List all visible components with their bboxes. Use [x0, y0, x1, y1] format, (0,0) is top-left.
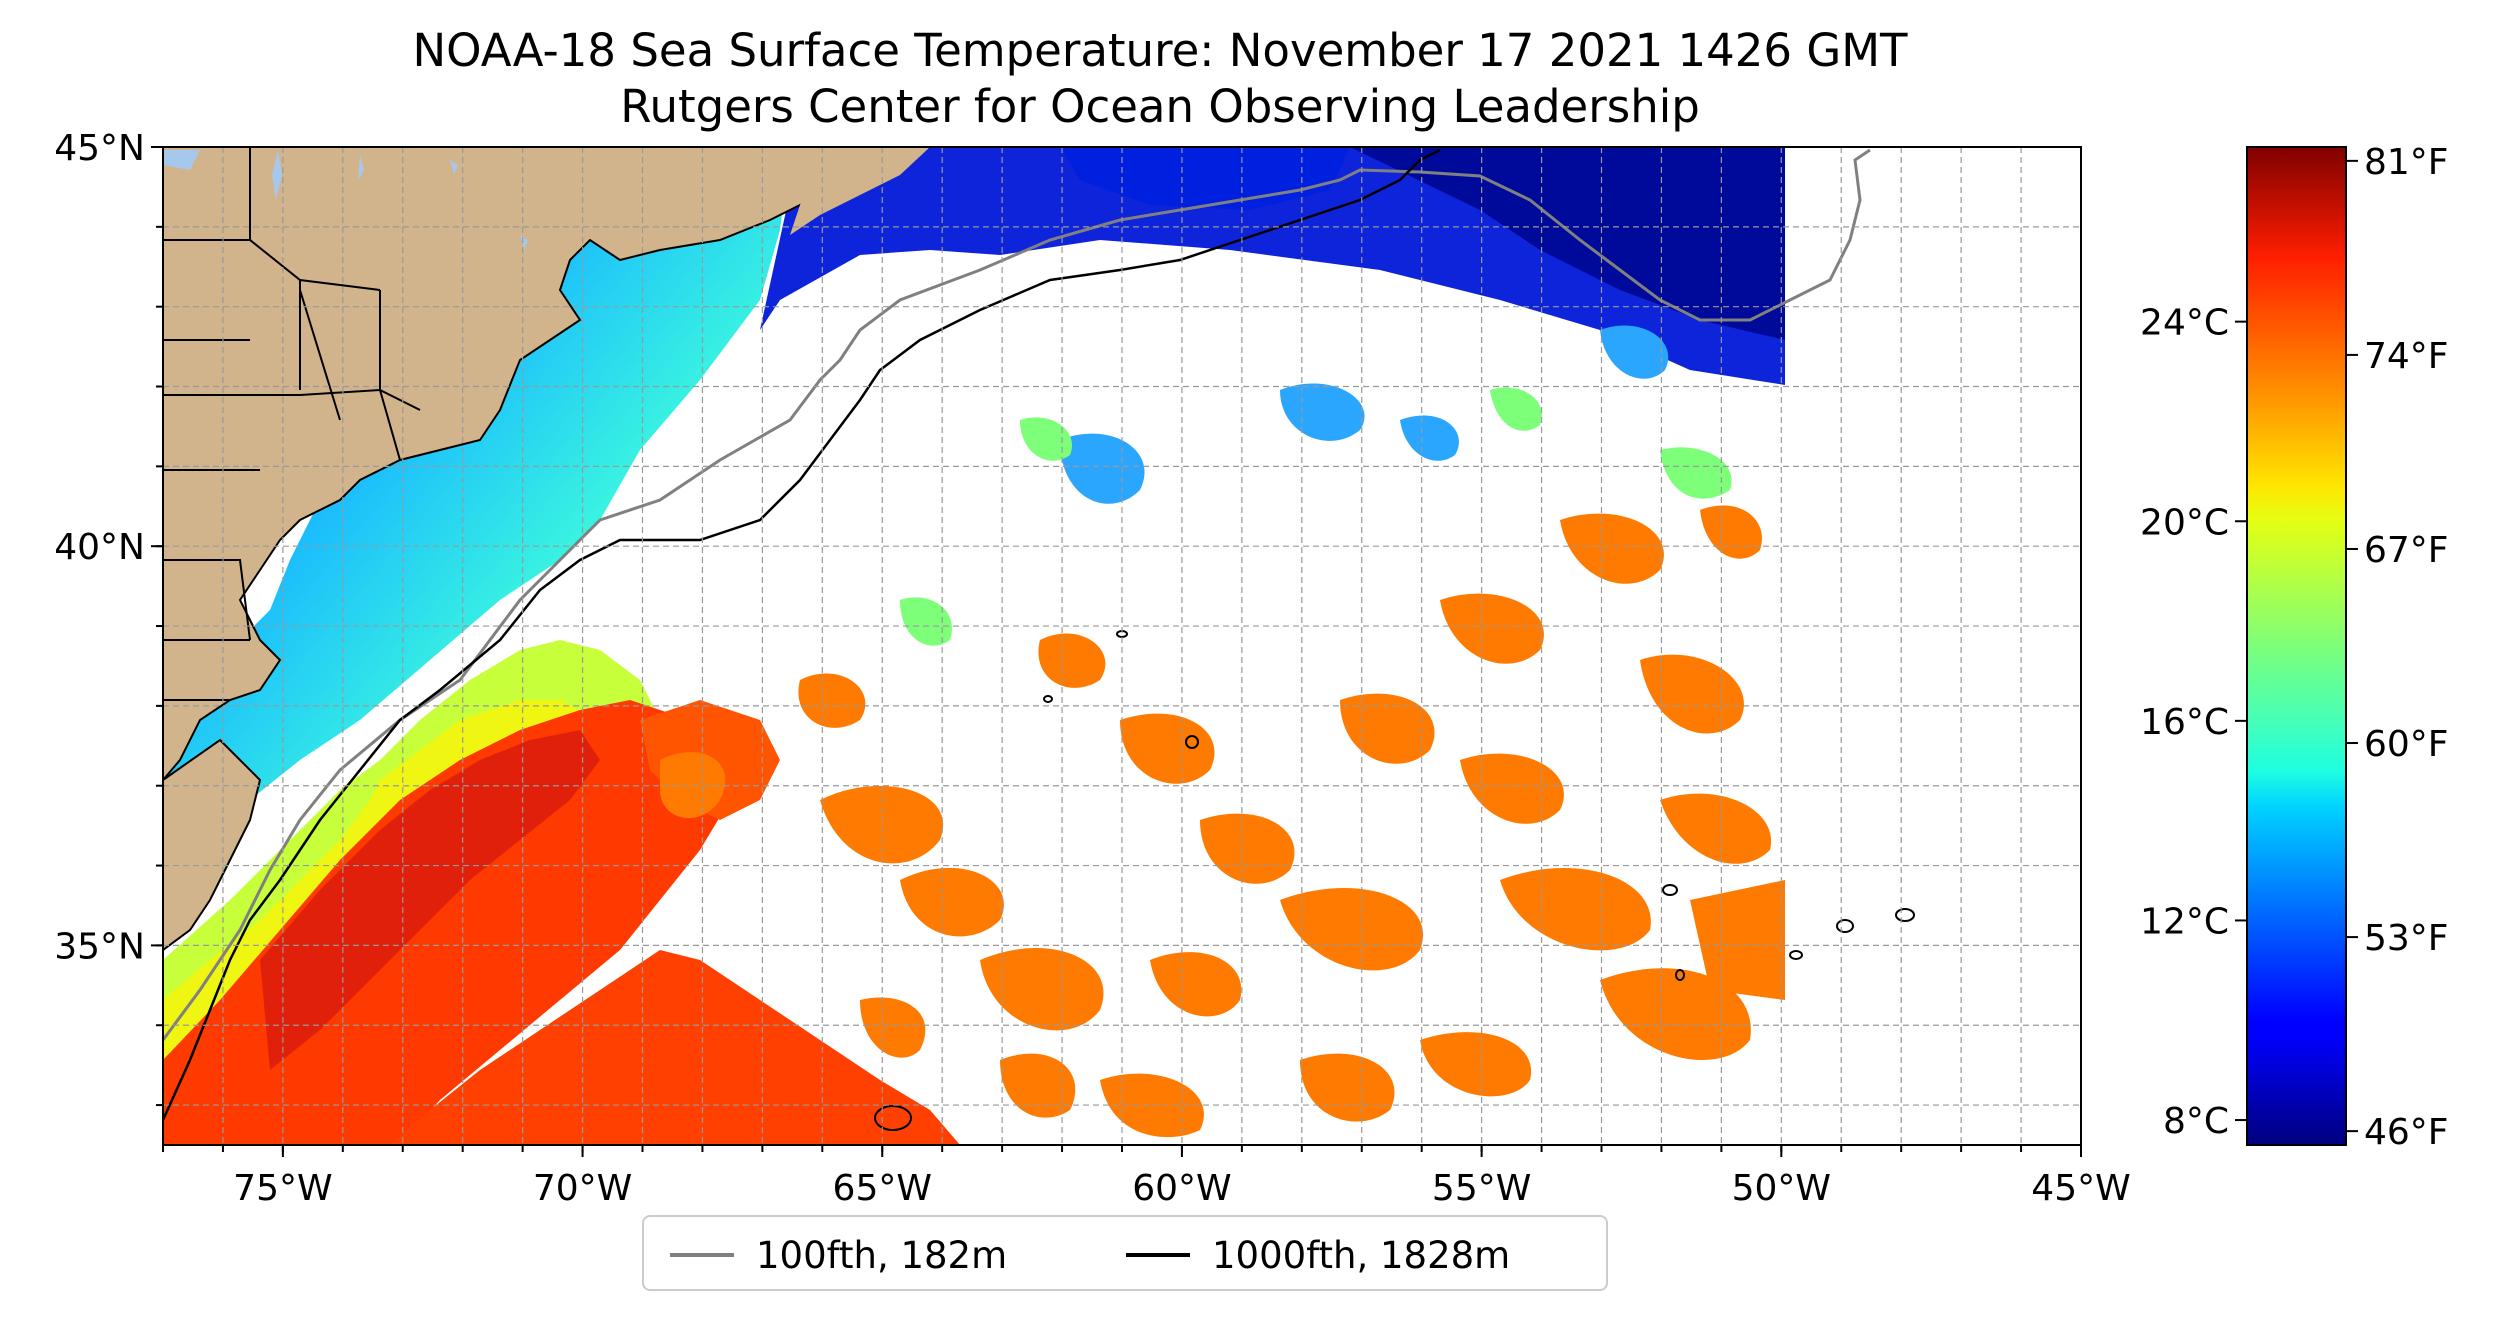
- lon-tick-label: 65°W: [833, 1168, 932, 1209]
- lat-tick-label: 45°N: [54, 128, 145, 169]
- gulf-stream-region: [163, 700, 960, 1145]
- isobath-1000fth: [163, 148, 1441, 1121]
- legend-swatch-1000fth: [1126, 1253, 1190, 1257]
- colorbar-celsius-label: 20°C: [2140, 502, 2229, 543]
- colorbar-fahrenheit-label: 81°F: [2364, 142, 2449, 183]
- lon-tick-label: 55°W: [1432, 1168, 1531, 1209]
- cool-cloud-gap-patches: [1060, 325, 1669, 504]
- green-cloud-gap-patches: [900, 387, 1732, 646]
- longitude-axis: 75°W 70°W 65°W 60°W 55°W 50°W 45°W: [162, 1145, 2131, 1209]
- lon-tick-label: 60°W: [1132, 1168, 1231, 1209]
- colorbar-fahrenheit-label: 74°F: [2364, 336, 2449, 377]
- lat-tick-label: 35°N: [54, 926, 145, 967]
- colorbar-celsius-label: 24°C: [2140, 303, 2229, 344]
- legend-item-1000fth: 1000fth, 1828m: [1126, 1233, 1511, 1277]
- legend-label-100fth: 100fth, 182m: [756, 1233, 1008, 1277]
- legend-label-1000fth: 1000fth, 1828m: [1212, 1233, 1511, 1277]
- colorbar-fahrenheit-label: 60°F: [2364, 724, 2449, 765]
- lon-tick-label: 50°W: [1732, 1168, 1831, 1209]
- isobath-100fth: [163, 148, 1871, 1041]
- colorbar-fahrenheit-ticks: 46°F 53°F 60°F 67°F 74°F 81°F: [2346, 142, 2449, 1153]
- colorbar-celsius-label: 16°C: [2140, 702, 2229, 743]
- land-mass: [163, 147, 931, 952]
- map-title: NOAA-18 Sea Surface Temperature: Novembe…: [412, 24, 1908, 77]
- lakes: [163, 150, 528, 250]
- latitude-axis: 45°N 40°N 35°N: [54, 128, 163, 1107]
- colorbar-celsius-ticks: 8°C 12°C 16°C 20°C 24°C: [2140, 303, 2247, 1142]
- colorbar-fahrenheit-label: 46°F: [2364, 1112, 2449, 1153]
- colorbar-celsius-label: 8°C: [2163, 1101, 2229, 1142]
- map-gridlines: [163, 147, 2081, 1145]
- legend-item-100fth: 100fth, 182m: [670, 1233, 1008, 1277]
- colorbar-gradient: [2246, 146, 2347, 1146]
- colorbar-celsius-label: 12°C: [2140, 901, 2229, 942]
- lon-tick-label: 45°W: [2031, 1168, 2130, 1209]
- sst-map: [163, 147, 2081, 1145]
- lon-tick-label: 75°W: [233, 1168, 332, 1209]
- lon-tick-label: 70°W: [533, 1168, 632, 1209]
- seamount-contours: [874, 630, 1915, 1131]
- colorbar-fahrenheit-label: 67°F: [2364, 530, 2449, 571]
- legend: 100fth, 182m 1000fth, 1828m: [642, 1215, 1608, 1291]
- legend-swatch-100fth: [670, 1253, 734, 1257]
- colorbar-fahrenheit-label: 53°F: [2364, 918, 2449, 959]
- colorbar: 8°C 12°C 16°C 20°C 24°C 46°F 53°F 60°F 67°F 74°F…: [2140, 142, 2448, 1153]
- warm-cloud-gap-patches: [660, 505, 1785, 1138]
- lat-tick-label: 40°N: [54, 527, 145, 568]
- map-subtitle: Rutgers Center for Ocean Observing Leade…: [620, 80, 1700, 133]
